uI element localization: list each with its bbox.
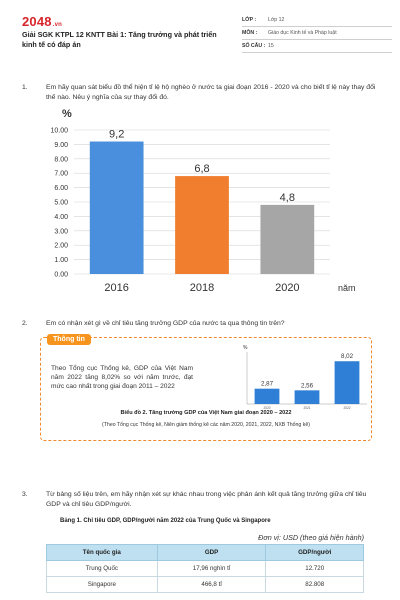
bar-2016 [89,141,144,274]
y-tick-label: 3.00 [54,228,68,235]
table-cell: 17,96 nghìn tỉ [156,560,267,577]
data-label: 8,02 [341,353,354,360]
meta-value: Giáo dục Kinh tế và Pháp luật [268,30,337,36]
table-cell: Singapore [46,576,158,593]
site-logo[interactable]: 2048.vn [22,14,63,29]
meta-value: Lớp 12 [268,17,285,23]
document-header: 2048.vn Giải SGK KTPL 12 KNTT Bài 1: Tăn… [14,10,392,68]
y-tick-label: 9.00 [54,142,68,149]
x-axis-label: năm [338,283,356,293]
x-tick-label: 2020 [263,406,270,410]
data-label: 9,2 [109,129,124,141]
bar-2018 [175,176,229,274]
info-tag: Thông tin [47,334,91,345]
page-title: Giải SGK KTPL 12 KNTT Bài 1: Tăng trưởng… [22,30,217,49]
question-text: Em hãy quan sát biểu đồ thể hiện tỉ lệ h… [46,84,376,101]
y-axis-label: % [62,108,72,120]
table-row: Trung Quốc 17,96 nghìn tỉ 12.720 [46,560,364,577]
meta-key: LỚP : [242,17,257,23]
chart-source: (Theo Tổng cục Thống kê, Niên giám thống… [102,422,310,428]
x-tick-label: 2022 [343,406,350,410]
table-cell: Trung Quốc [46,560,158,577]
y-tick-label: 7.00 [54,171,68,178]
question-number: 2. [22,320,28,327]
y-tick-label: 6.00 [54,185,68,192]
question-number: 3. [22,491,28,498]
y-tick-label: 0.00 [54,272,68,279]
x-tick-label: 2020 [275,282,299,294]
column-header: GDP/người [265,544,364,561]
bar-2021 [294,390,320,404]
y-tick-label: 5.00 [54,200,68,207]
meta-row-class: LỚP : Lớp 12 [242,14,392,27]
table-cell: 82.808 [265,576,364,593]
table-unit: Đơn vị: USD (theo giá hiện hành) [258,533,364,542]
data-label: 4,8 [280,192,295,204]
info-box: Thông tin Theo Tổng cục Thống kê, GDP củ… [40,334,372,441]
data-label: 2,87 [261,381,274,388]
x-tick-label: 2021 [303,406,310,410]
y-tick-label: 8.00 [54,156,68,163]
bar-2020 [254,388,280,404]
question-text: Em có nhận xét gì về chỉ tiêu tăng trưởn… [46,320,285,327]
gdp-table: Tên quốc gia GDP GDP/người Trung Quốc 17… [46,544,364,593]
table-cell: 466,8 tỉ [156,576,267,593]
bar-2022 [334,361,360,404]
y-tick-label: 4.00 [54,214,68,221]
meta-value: 15 [268,43,274,49]
poverty-rate-chart: % 0.00 1.00 2.00 3.00 4.00 5.00 6.00 7.00 8.00 9.0… [50,108,356,294]
question-text: Từ bảng số liệu trên, em hãy nhận xét sự… [46,491,367,508]
gdp-growth-chart: % 2,87 2020 2,56 2021 8,02 2022 [243,345,367,410]
table-cell: 12.720 [265,560,364,577]
document-meta: LỚP : Lớp 12 MÔN : Giáo dục Kinh tế và Phá… [242,14,392,53]
data-label: 6,8 [194,163,209,175]
meta-key: SỐ CÂU : [242,43,266,49]
info-text: Theo Tổng cục Thống kê, GDP của Việt Nam… [51,365,193,391]
table-title: Bảng 1. Chỉ tiêu GDP, GDP/người năm 2022… [60,518,271,524]
y-axis-label: % [243,345,248,351]
table-row: Singapore 466,8 tỉ 82.808 [46,576,364,593]
bar-2020 [260,204,315,274]
question-number: 1. [22,84,28,91]
chart-caption: Biểu đồ 2. Tăng trưởng GDP của Việt Nam … [120,410,292,416]
meta-key: MÔN : [242,30,258,36]
x-tick-label: 2016 [104,282,128,294]
y-tick-label: 2.00 [54,243,68,250]
y-tick-label: 1.00 [54,257,68,264]
data-label: 2,56 [301,382,314,389]
column-header: Tên quốc gia [46,544,158,561]
column-header: GDP [156,544,267,561]
y-tick-label: 10.00 [50,128,68,135]
meta-row-subject: MÔN : Giáo dục Kinh tế và Pháp luật [242,27,392,40]
meta-row-count: SỐ CÂU :15 [242,40,392,53]
table-header-row: Tên quốc gia GDP GDP/người [46,544,364,561]
x-tick-label: 2018 [190,282,214,294]
